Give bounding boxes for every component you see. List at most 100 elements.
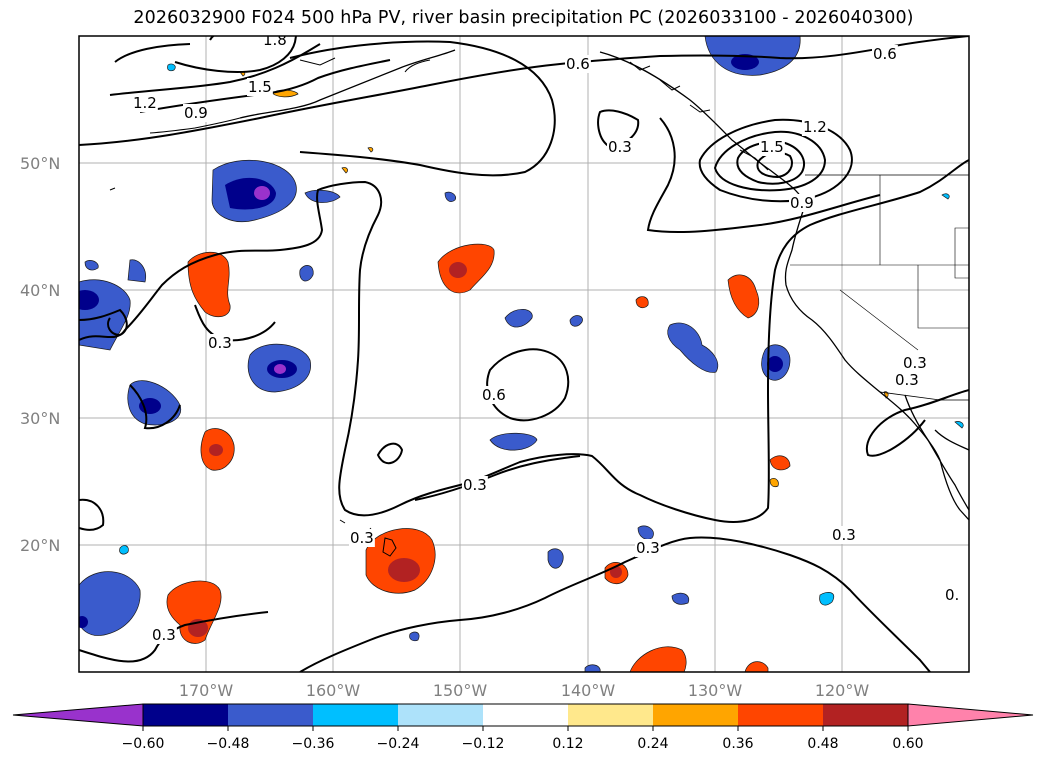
map-frame — [78, 35, 970, 673]
contour-label-halo — [462, 476, 488, 494]
colorbar-frame — [142, 703, 909, 727]
contour-label: 0.3 — [608, 138, 632, 156]
coastline — [109, 49, 969, 557]
colorbar-bin — [228, 704, 313, 726]
contour-label-halo — [802, 118, 828, 136]
colorbar-tick-label: −0.24 — [377, 736, 420, 752]
contour-label: 1.2 — [803, 118, 827, 136]
pv-contour-0.6-lobe-east — [646, 117, 881, 234]
contour-label: 1.8 — [263, 31, 287, 49]
contour-label-halo — [132, 94, 158, 112]
colorbar: −0.60 −0.48 −0.36 −0.24 −0.12 0.12 0.24 0.36 0.4… — [12, 703, 1034, 752]
state-borders — [790, 175, 969, 351]
colorbar-bin — [738, 704, 823, 726]
colorbar-tick-label: −0.12 — [462, 736, 505, 752]
lon-label-140w: 140°W — [561, 681, 616, 700]
contour-label: 0.3 — [208, 334, 232, 352]
lat-label-30n: 30°N — [20, 409, 60, 428]
colorbar-bin — [313, 704, 398, 726]
precip-blob-neg-1 — [211, 159, 297, 222]
pv-contour-0.3-left-edge — [79, 308, 128, 337]
colorbar-tick-label: 0.48 — [807, 736, 838, 752]
precip-blob-pos-3 — [200, 428, 235, 471]
contour-label: 1.5 — [248, 78, 272, 96]
pv-contour-0.3-ne — [597, 109, 640, 149]
contour-label-halo — [902, 354, 928, 372]
contour-label-halo — [151, 626, 177, 644]
lat-label-50n: 50°N — [20, 154, 60, 173]
pv-contour-0.3-west — [79, 159, 969, 523]
contour-label: 0.9 — [184, 104, 208, 122]
map-title: 2026032900 F024 500 hPa PV, river basin … — [133, 8, 914, 28]
colorbar-tick-label: 0.12 — [552, 736, 583, 752]
contour-label: 0.3 — [832, 526, 856, 544]
contour-label: 0.6 — [566, 55, 590, 73]
pv-contour-0.3-west-loop — [79, 498, 105, 531]
lon-label-130w: 130°W — [688, 681, 743, 700]
contour-label-halo — [247, 78, 273, 96]
pv-contour-0.6-center — [486, 348, 570, 422]
colorbar-tick-label: 0.60 — [892, 736, 923, 752]
lat-label-20n: 20°N — [20, 536, 60, 555]
lon-label-170w: 170°W — [179, 681, 234, 700]
lat-label-40n: 40°N — [20, 281, 60, 300]
colorbar-tick-label: −0.60 — [122, 736, 165, 752]
precip-blob-neg-7 — [667, 322, 719, 373]
precipitation-field — [79, 36, 964, 672]
contour-label: 0.3 — [350, 529, 374, 547]
contour-label-halo — [481, 386, 507, 404]
contour-label-halo — [262, 36, 288, 49]
contour-label: 0.3 — [895, 371, 919, 389]
contour-label: 1.2 — [133, 94, 157, 112]
coastline-west — [239, 49, 969, 521]
contour-label-halo — [207, 334, 233, 352]
baja-coast — [904, 394, 969, 511]
precip-blob-pos-1 — [437, 243, 495, 294]
precip-blob-neg-2 — [247, 343, 311, 393]
contour-label: 0.9 — [790, 194, 814, 212]
contour-label-halo — [894, 371, 920, 389]
contour-label-halo — [759, 138, 785, 156]
lon-label-160w: 160°W — [306, 681, 361, 700]
contour-label-halo — [831, 526, 857, 544]
pv-contour-1.2-north — [109, 43, 321, 96]
contour-label: 0.3 — [903, 354, 927, 372]
colorbar-tick-label: 0.36 — [722, 736, 753, 752]
colorbar-tick-label: −0.36 — [292, 736, 335, 752]
colorbar-bin — [143, 704, 228, 726]
contour-labels: 1.8 1.5 1.2 0.9 0.6 0.3 0.3 0.6 0.6 1.2 … — [132, 31, 961, 644]
precip-blob-neg-5 — [79, 571, 141, 636]
pv-contour-1.5-north — [174, 36, 297, 73]
alaska-islands — [109, 57, 769, 191]
pv-contour-0.3-east — [865, 389, 969, 457]
pv-contour-0.6-loop — [289, 40, 556, 177]
pv-contour-0.3-west-mid — [129, 384, 181, 430]
pv-contour-0.3-mid — [414, 455, 581, 501]
contour-label: 0.3 — [463, 476, 487, 494]
colorbar-bin — [398, 704, 483, 726]
colorbar-bin — [823, 704, 908, 726]
precip-blob-pos-4 — [365, 528, 436, 594]
lon-label-120w: 120°W — [815, 681, 870, 700]
gulf-of-california — [934, 429, 969, 451]
colorbar-bin — [653, 704, 738, 726]
contour-label-halo — [565, 55, 591, 73]
contour-label: 1.5 — [760, 138, 784, 156]
pv-contour-0.3-blob-south — [376, 442, 404, 465]
precip-blob-pos-6 — [239, 71, 889, 672]
pv-contour-0.9-north — [139, 59, 391, 113]
colorbar-bin — [568, 704, 653, 726]
contour-label: 0. — [945, 586, 959, 604]
contour-label-halo — [349, 529, 375, 547]
contour-label: 0.6 — [482, 386, 506, 404]
contour-label-halo — [789, 194, 815, 212]
pv-contour-1.2-loop — [114, 43, 827, 192]
contour-label-halo — [183, 104, 209, 122]
graticule — [79, 36, 969, 672]
longitude-labels: 170°W 160°W 150°W 140°W 130°W 120°W — [179, 681, 870, 700]
contour-label-halo — [607, 138, 633, 156]
lon-label-150w: 150°W — [433, 681, 488, 700]
contour-label: 0.6 — [873, 45, 897, 63]
contour-label: 0.3 — [636, 539, 660, 557]
